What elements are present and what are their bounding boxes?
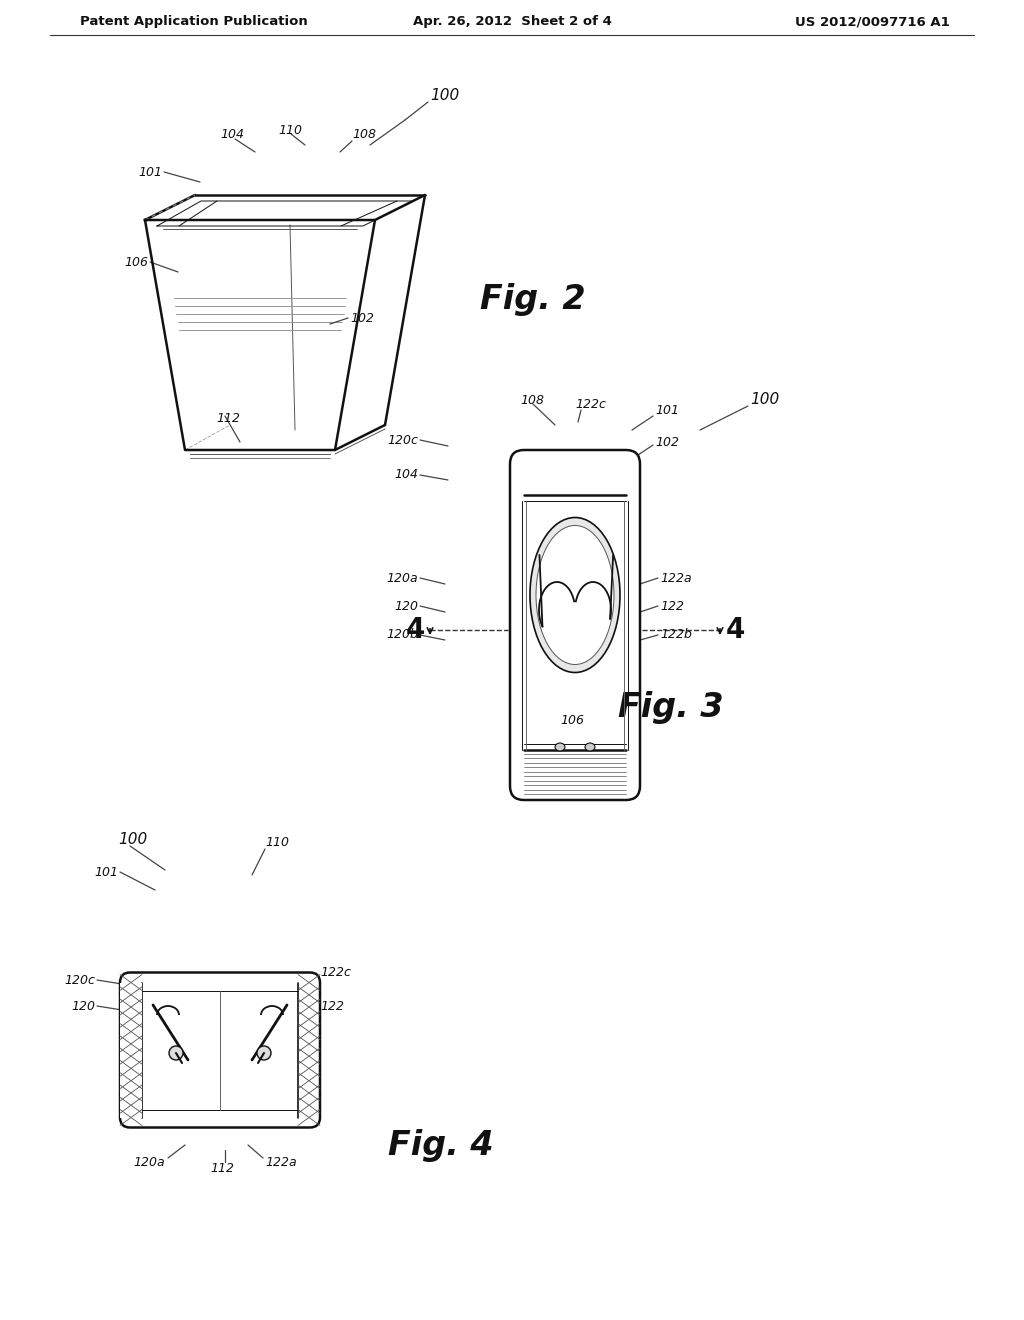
Text: 104: 104 bbox=[220, 128, 244, 141]
Text: 120c: 120c bbox=[387, 433, 418, 446]
Text: 104: 104 bbox=[394, 469, 418, 482]
Text: 110: 110 bbox=[278, 124, 302, 136]
Text: 100: 100 bbox=[430, 87, 459, 103]
Text: Fig. 4: Fig. 4 bbox=[388, 1129, 494, 1162]
Text: Patent Application Publication: Patent Application Publication bbox=[80, 16, 308, 29]
FancyBboxPatch shape bbox=[120, 973, 319, 1127]
Text: 122: 122 bbox=[660, 599, 684, 612]
Text: 102: 102 bbox=[655, 436, 679, 449]
FancyBboxPatch shape bbox=[510, 450, 640, 800]
Text: 120: 120 bbox=[71, 999, 95, 1012]
Ellipse shape bbox=[585, 743, 595, 751]
Text: 120c: 120c bbox=[65, 974, 95, 986]
Text: Fig. 2: Fig. 2 bbox=[480, 284, 586, 317]
Ellipse shape bbox=[536, 525, 614, 664]
Text: 106: 106 bbox=[560, 714, 584, 726]
Text: 122b: 122b bbox=[660, 628, 692, 642]
FancyBboxPatch shape bbox=[120, 982, 142, 1118]
Text: 101: 101 bbox=[655, 404, 679, 417]
Text: 122a: 122a bbox=[265, 1155, 297, 1168]
Text: 112: 112 bbox=[210, 1162, 234, 1175]
Text: 101: 101 bbox=[138, 165, 162, 178]
Text: 122c: 122c bbox=[575, 397, 606, 411]
Text: 101: 101 bbox=[94, 866, 118, 879]
Circle shape bbox=[169, 1045, 183, 1060]
Text: 120: 120 bbox=[394, 599, 418, 612]
Text: 112: 112 bbox=[216, 412, 240, 425]
Text: 122: 122 bbox=[319, 999, 344, 1012]
Text: 106: 106 bbox=[124, 256, 148, 268]
Text: 122a: 122a bbox=[660, 572, 691, 585]
Text: 4: 4 bbox=[725, 616, 744, 644]
Text: 100: 100 bbox=[750, 392, 779, 408]
Circle shape bbox=[257, 1045, 271, 1060]
Text: US 2012/0097716 A1: US 2012/0097716 A1 bbox=[796, 16, 950, 29]
Text: 102: 102 bbox=[350, 312, 374, 325]
Ellipse shape bbox=[555, 743, 565, 751]
Text: 120a: 120a bbox=[386, 572, 418, 585]
Text: 100: 100 bbox=[118, 833, 147, 847]
Text: Fig. 3: Fig. 3 bbox=[618, 692, 724, 725]
Ellipse shape bbox=[530, 517, 620, 672]
Text: 108: 108 bbox=[352, 128, 376, 141]
Text: 120b: 120b bbox=[386, 628, 418, 642]
Text: 108: 108 bbox=[520, 393, 544, 407]
Text: 4: 4 bbox=[406, 616, 425, 644]
Text: 122c: 122c bbox=[319, 965, 351, 978]
Text: 110: 110 bbox=[265, 836, 289, 849]
Text: Apr. 26, 2012  Sheet 2 of 4: Apr. 26, 2012 Sheet 2 of 4 bbox=[413, 16, 611, 29]
Text: 120a: 120a bbox=[133, 1155, 165, 1168]
